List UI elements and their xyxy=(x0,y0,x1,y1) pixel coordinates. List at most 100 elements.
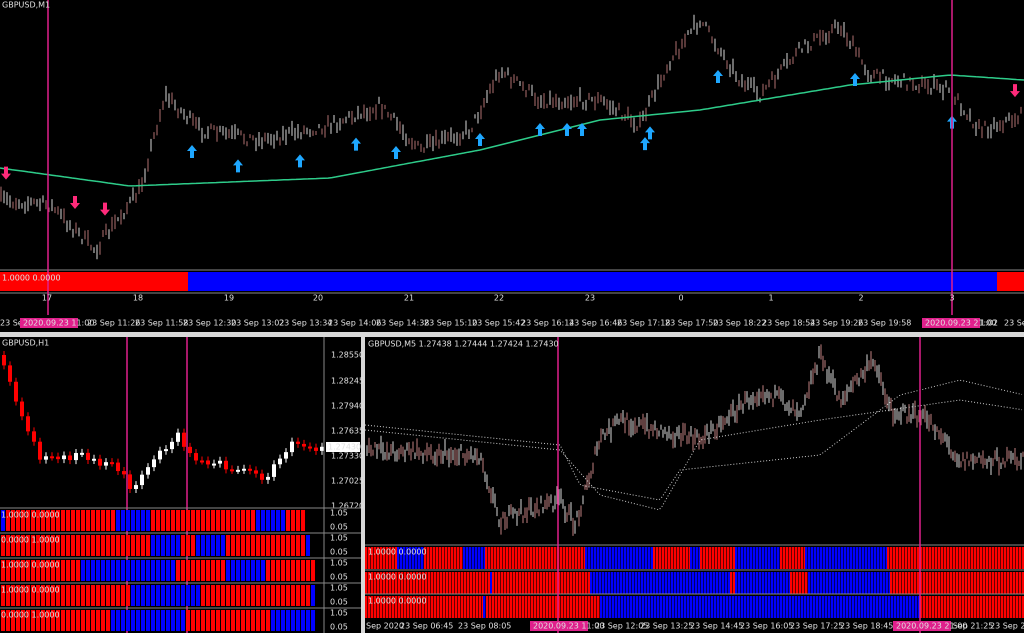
histogram-bar xyxy=(696,596,699,618)
histogram-bar xyxy=(877,572,880,594)
histogram-bar xyxy=(121,535,125,556)
histogram-bar xyxy=(1001,547,1004,569)
histogram-bar xyxy=(368,572,371,594)
histogram-bar xyxy=(612,547,615,569)
histogram-bar xyxy=(911,572,914,594)
histogram-bar xyxy=(380,596,383,618)
histogram-bar xyxy=(683,547,686,569)
day-label: 21 xyxy=(404,294,414,303)
histogram-bar xyxy=(606,547,609,569)
histogram-bar xyxy=(368,596,371,618)
histogram-bar xyxy=(929,572,932,594)
histogram-bar xyxy=(454,547,457,569)
histogram-bar xyxy=(519,596,522,618)
histogram-bar xyxy=(850,547,853,569)
histogram-bar xyxy=(537,596,540,618)
histogram-bar xyxy=(131,560,135,581)
histogram-bar xyxy=(747,596,750,618)
histogram-bar xyxy=(473,572,476,594)
histogram-bar xyxy=(409,547,412,569)
histogram-bar xyxy=(156,585,160,606)
histogram-bar xyxy=(941,596,944,618)
time-label: 23 Sep 18:45 xyxy=(840,622,893,631)
histogram-bar xyxy=(431,572,434,594)
histogram-bar xyxy=(849,596,852,618)
histogram-bar xyxy=(464,596,467,618)
histogram-bar xyxy=(16,510,20,531)
histogram-bar xyxy=(603,596,606,618)
histogram-bar xyxy=(176,535,180,556)
histogram-bar xyxy=(271,560,275,581)
histogram-bar xyxy=(116,510,120,531)
histogram-bar xyxy=(719,572,722,594)
histogram-bar xyxy=(591,596,594,618)
histogram-bar xyxy=(56,585,60,606)
time-label: 23 Sep 18:54 xyxy=(762,319,815,328)
candle xyxy=(98,458,102,466)
histogram-bar xyxy=(231,585,235,606)
histogram-bar xyxy=(846,596,849,618)
candle xyxy=(314,447,318,451)
histogram-bar xyxy=(908,547,911,569)
histogram-bar xyxy=(644,572,647,594)
histogram-bar xyxy=(86,510,90,531)
histogram-bar xyxy=(301,510,305,531)
histogram-bar xyxy=(226,585,230,606)
histogram-bar xyxy=(522,596,525,618)
candle xyxy=(140,474,144,486)
histogram-bar xyxy=(512,547,515,569)
histogram-bar xyxy=(176,585,180,606)
histogram-bar xyxy=(416,596,419,618)
candle xyxy=(248,468,252,471)
time-label: 23 Sep 13:25 xyxy=(640,622,693,631)
histogram-bar xyxy=(488,572,491,594)
histogram-bar xyxy=(965,596,968,618)
histogram-bar xyxy=(136,510,140,531)
histogram-bar xyxy=(419,572,422,594)
indicator-label: 1.0000 0.0000 xyxy=(1,561,60,570)
histogram-bar xyxy=(256,560,260,581)
histogram-bar xyxy=(777,572,780,594)
candle xyxy=(44,456,48,460)
histogram-bar xyxy=(201,560,205,581)
day-label: 17 xyxy=(42,294,52,303)
candle xyxy=(188,446,192,454)
histogram-bar xyxy=(116,535,120,556)
histogram-bar xyxy=(161,585,165,606)
histogram-bar xyxy=(368,547,371,569)
histogram-bar xyxy=(437,596,440,618)
histogram-bar xyxy=(624,547,627,569)
histogram-bar xyxy=(665,547,668,569)
histogram-bar xyxy=(365,547,368,569)
histogram-bar xyxy=(873,596,876,618)
histogram-bar xyxy=(641,572,644,594)
histogram-bar xyxy=(632,572,635,594)
histogram-bar xyxy=(883,547,886,569)
histogram-bar xyxy=(398,572,401,594)
histogram-bar xyxy=(771,547,774,569)
marker-badge xyxy=(922,318,980,328)
candle xyxy=(110,462,114,465)
indicator-label: 1.0000 0.0000 xyxy=(1,511,60,520)
histogram-bar xyxy=(425,596,428,618)
histogram-bar xyxy=(549,572,552,594)
histogram-bar xyxy=(101,560,105,581)
histogram-bar xyxy=(623,572,626,594)
histogram-bar xyxy=(306,585,310,606)
histogram-bar xyxy=(674,547,677,569)
buy-arrow xyxy=(351,137,361,151)
strip xyxy=(997,272,1024,291)
histogram-bar xyxy=(81,510,85,531)
histogram-bar xyxy=(446,572,449,594)
histogram-bar xyxy=(166,510,170,531)
time-label: 23 Sep 22:45 xyxy=(990,622,1024,631)
histogram-bar xyxy=(1004,596,1007,618)
histogram-bar xyxy=(291,585,295,606)
divider xyxy=(361,337,365,633)
histogram-bar xyxy=(690,547,693,569)
histogram-bar xyxy=(296,535,300,556)
candle xyxy=(176,432,180,442)
histogram-bar xyxy=(579,596,582,618)
histogram-bar xyxy=(762,547,765,569)
